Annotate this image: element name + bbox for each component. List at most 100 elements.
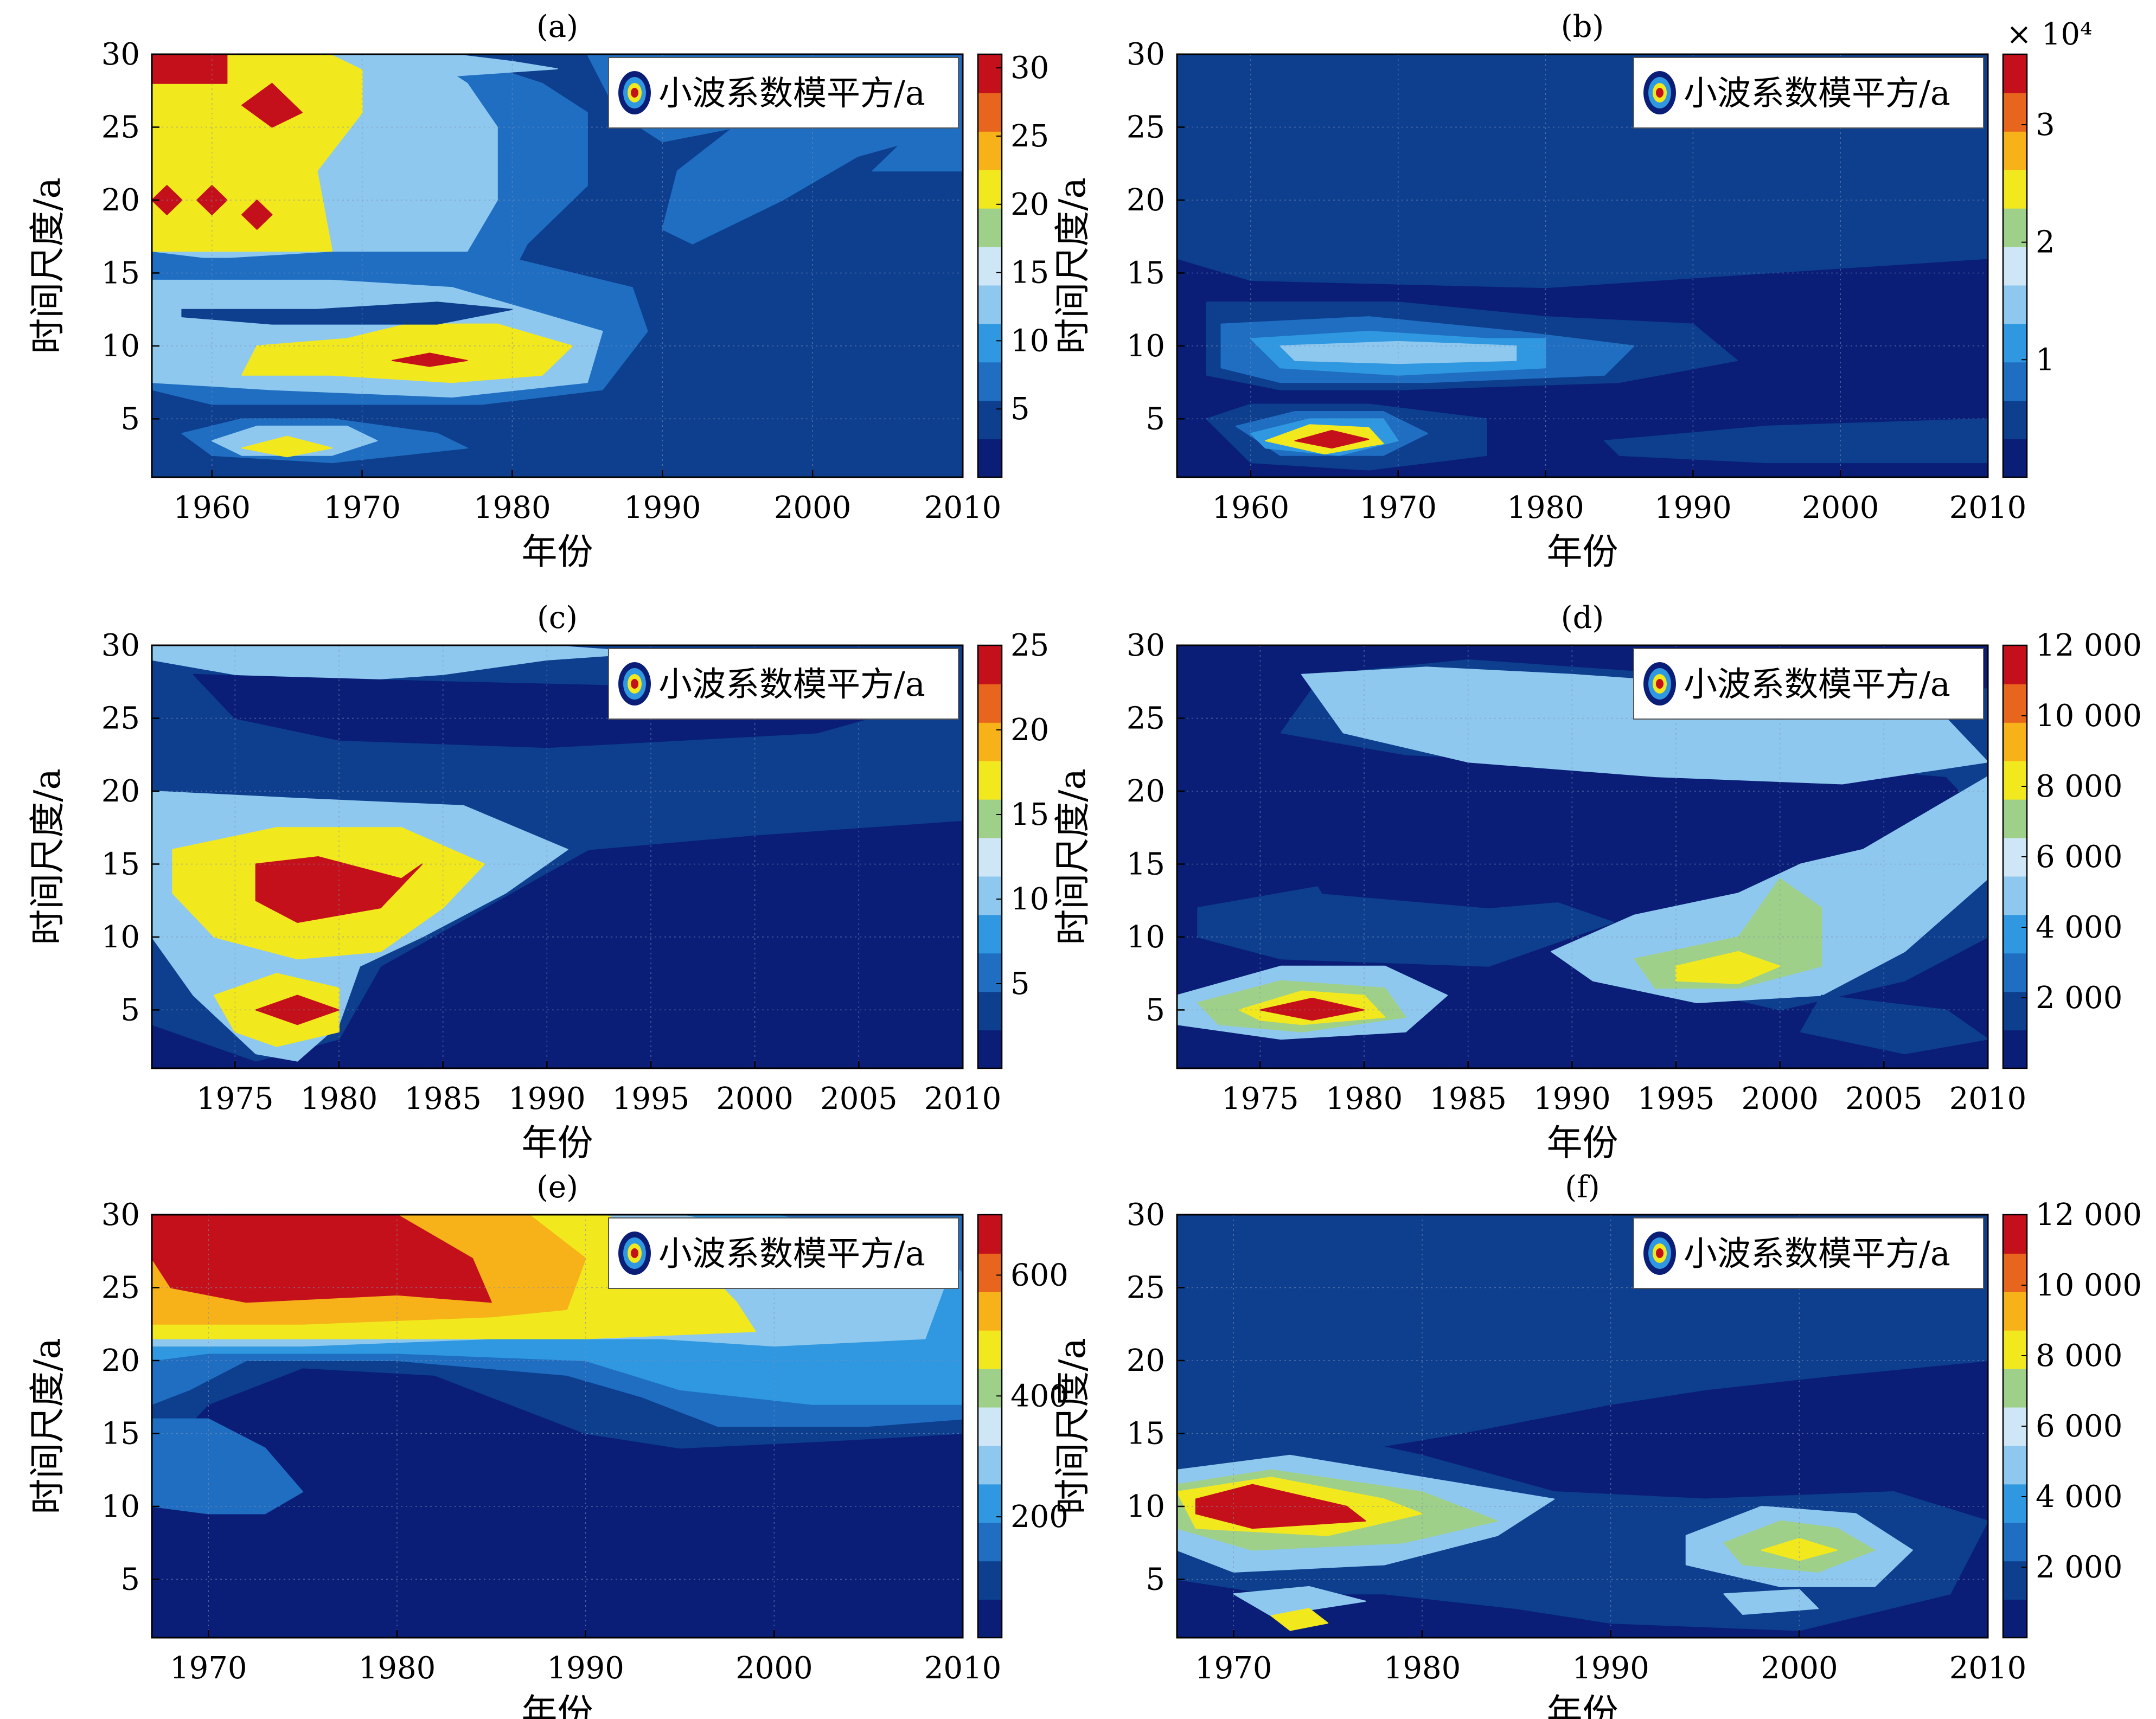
colorbar-segment — [978, 876, 1002, 915]
colorbar-tick-label: 10 — [1010, 323, 1049, 358]
contour-region-2 — [152, 1418, 304, 1515]
y-tick-label: 20 — [101, 1343, 140, 1378]
contour-region-12 — [181, 302, 513, 325]
x-axis-label: 年份 — [1547, 1691, 1618, 1719]
colorbar: 2 000 4 000 6 000 8 000 10 000 12 000 — [2002, 628, 2142, 1069]
x-tick-label: 2010 — [1949, 1651, 2027, 1686]
colorbar-segment — [978, 1215, 1002, 1254]
x-tick-label: 2000 — [1802, 490, 1879, 525]
colorbar-tick-label: 2 000 — [2036, 980, 2122, 1016]
x-tick-label: 1975 — [196, 1081, 274, 1117]
colorbar-segment — [2003, 92, 2027, 132]
colorbar-tick-label: 4 000 — [2036, 1479, 2122, 1515]
x-tick-label: 2010 — [1949, 1081, 2027, 1117]
legend-swatch-icon — [618, 1231, 651, 1275]
contour-regions — [152, 1215, 963, 1522]
y-tick-label: 30 — [101, 1197, 140, 1233]
y-tick-label: 10 — [1127, 329, 1165, 364]
colorbar-segment — [2003, 1330, 2027, 1369]
colorbar-segment — [2003, 246, 2027, 286]
y-axis-label: 时间尺度/a — [27, 177, 68, 354]
contour-region-9 — [1294, 429, 1370, 449]
legend-box — [1633, 57, 1984, 129]
x-tick-label: 1995 — [1637, 1081, 1715, 1117]
colorbar-frame — [977, 1214, 1003, 1639]
contour-region-10 — [241, 323, 573, 383]
colorbar-segment — [2003, 1484, 2027, 1523]
colorbar-segment — [2003, 914, 2027, 954]
contour-region-9 — [1233, 1586, 1366, 1617]
colorbar-tick-label: 1 — [2036, 342, 2055, 377]
x-tick-label: 1960 — [173, 490, 251, 525]
colorbar-segment — [978, 722, 1002, 761]
colorbar-segment — [2003, 1522, 2027, 1562]
x-axis-label: 年份 — [1547, 1122, 1618, 1164]
colorbar-tick-label: 12 000 — [2036, 628, 2142, 663]
x-tick-label: 2000 — [1741, 1081, 1819, 1117]
y-axis-label: 时间尺度/a — [27, 768, 68, 945]
colorbar-tick-label: 2 — [2036, 225, 2055, 260]
colorbar: 5 10 15 20 25 30 — [977, 50, 1049, 478]
y-axis-label: 时间尺度/a — [1052, 1338, 1093, 1515]
x-tick-label: 1980 — [1507, 490, 1584, 525]
legend-label: 小波系数模平方/a — [1684, 1234, 1950, 1273]
colorbar-segment — [978, 799, 1002, 838]
colorbar-segment — [978, 1368, 1002, 1408]
x-axis-label: 年份 — [522, 1122, 593, 1164]
x-tick-label: 2010 — [924, 490, 1002, 525]
colorbar-segment — [978, 645, 1002, 684]
colorbar-segment — [978, 323, 1002, 363]
colorbar-segment — [2003, 953, 2027, 992]
legend-swatch-icon — [618, 71, 651, 114]
colorbar-segment — [978, 131, 1002, 170]
x-tick-label: 1980 — [1384, 1651, 1461, 1686]
y-tick-label: 20 — [1127, 774, 1165, 809]
colorbar-tick-label: 6 000 — [2036, 1409, 2122, 1444]
x-tick-label: 1990 — [1654, 490, 1732, 525]
colorbar-frame — [977, 53, 1003, 478]
x-tick-label: 1980 — [300, 1081, 378, 1117]
panel-label: (a) — [536, 9, 578, 44]
colorbar-segment — [978, 1330, 1002, 1369]
x-tick-label: 1970 — [323, 490, 401, 525]
colorbar-segment — [978, 1599, 1002, 1638]
colorbar-segment — [2003, 760, 2027, 800]
x-tick-label: 2000 — [716, 1081, 794, 1117]
x-tick-label: 2010 — [924, 1651, 1002, 1686]
y-axis-label: 时间尺度/a — [1052, 768, 1093, 945]
colorbar-segment — [2003, 131, 2027, 170]
contour-region-10 — [1280, 805, 1781, 909]
y-tick-label: 30 — [101, 628, 140, 663]
legend-label: 小波系数模平方/a — [658, 664, 925, 704]
y-tick-label: 10 — [1127, 920, 1165, 955]
x-tick-label: 1975 — [1221, 1081, 1299, 1117]
x-tick-label: 2000 — [1761, 1651, 1838, 1686]
y-tick-label: 30 — [1127, 1197, 1165, 1233]
legend-swatch-icon — [1643, 662, 1676, 705]
y-tick-label: 5 — [120, 992, 140, 1028]
contour-region-7 — [152, 1215, 492, 1303]
colorbar-segment — [2003, 1599, 2027, 1638]
panel-label: (d) — [1561, 600, 1604, 636]
colorbar-segment — [978, 837, 1002, 877]
legend-swatch-icon — [618, 662, 651, 705]
y-tick-label: 15 — [101, 255, 140, 291]
colorbar-segment — [2003, 683, 2027, 723]
y-tick-label: 20 — [1127, 183, 1165, 218]
colorbar-segment — [978, 760, 1002, 800]
x-axis-label: 年份 — [522, 531, 593, 573]
y-tick-label: 25 — [101, 110, 140, 145]
x-tick-label: 1985 — [1429, 1081, 1507, 1117]
y-tick-label: 15 — [101, 1416, 140, 1451]
x-tick-label: 1970 — [170, 1651, 247, 1686]
colorbar-segment — [2003, 400, 2027, 440]
panel-label: (b) — [1561, 9, 1604, 44]
contour-region-7 — [241, 200, 273, 230]
contour-region-2 — [1551, 776, 1988, 1003]
y-tick-label: 20 — [1127, 1343, 1165, 1378]
y-tick-label: 5 — [1146, 401, 1165, 437]
contour-regions — [152, 645, 963, 1062]
colorbar-segment — [2003, 722, 2027, 761]
x-tick-label: 2005 — [1845, 1081, 1923, 1117]
colorbar-tick-label: 30 — [1010, 50, 1049, 86]
